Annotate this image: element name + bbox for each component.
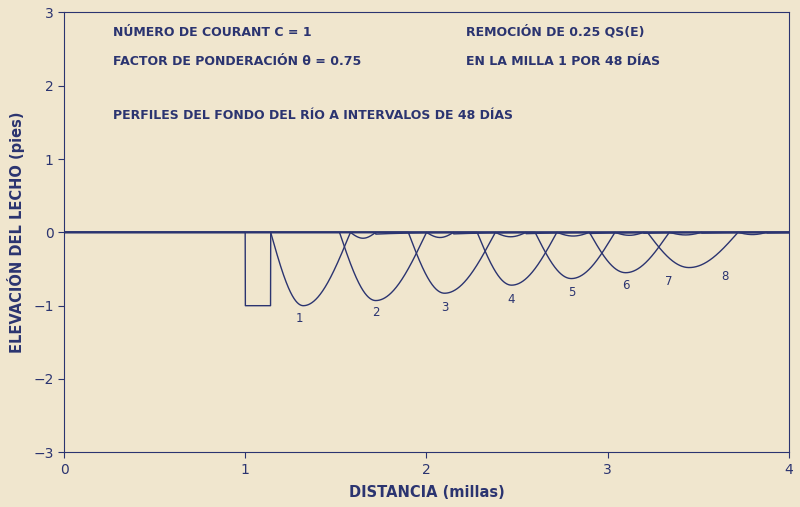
Text: EN LA MILLA 1 POR 48 DÍAS: EN LA MILLA 1 POR 48 DÍAS [466, 55, 661, 68]
Text: 4: 4 [508, 293, 515, 306]
Y-axis label: ELEVACIÓN DEL LECHO (pies): ELEVACIÓN DEL LECHO (pies) [7, 112, 25, 353]
Text: 7: 7 [666, 275, 673, 288]
Text: 2: 2 [372, 306, 379, 319]
Text: PERFILES DEL FONDO DEL RÍO A INTERVALOS DE 48 DÍAS: PERFILES DEL FONDO DEL RÍO A INTERVALOS … [113, 108, 513, 122]
Text: 8: 8 [722, 271, 729, 283]
X-axis label: DISTANCIA (millas): DISTANCIA (millas) [349, 485, 504, 500]
Text: REMOCIÓN DE 0.25 QS(E): REMOCIÓN DE 0.25 QS(E) [466, 25, 645, 39]
Text: NÚMERO DE COURANT C = 1: NÚMERO DE COURANT C = 1 [113, 26, 312, 39]
Text: 6: 6 [622, 278, 630, 292]
Text: 3: 3 [441, 301, 448, 313]
Text: FACTOR DE PONDERACIÓN θ = 0.75: FACTOR DE PONDERACIÓN θ = 0.75 [113, 55, 362, 68]
Text: 5: 5 [568, 286, 575, 299]
Text: 1: 1 [296, 311, 303, 324]
